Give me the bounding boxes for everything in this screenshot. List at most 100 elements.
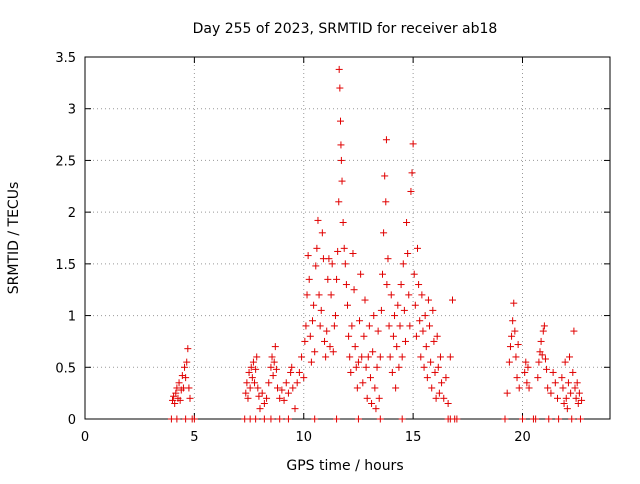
data-point xyxy=(430,337,438,345)
data-point xyxy=(253,353,261,361)
data-point xyxy=(519,415,526,423)
data-point xyxy=(337,156,345,164)
data-point xyxy=(329,348,337,356)
data-point xyxy=(568,415,576,423)
data-point xyxy=(555,415,563,423)
data-point xyxy=(374,327,382,335)
data-point xyxy=(416,317,424,325)
data-point xyxy=(373,363,381,371)
data-point xyxy=(300,374,308,382)
data-point xyxy=(503,389,511,397)
data-point xyxy=(344,301,351,309)
data-point xyxy=(190,415,198,423)
data-point xyxy=(444,399,452,407)
data-point xyxy=(563,405,571,413)
data-point xyxy=(265,379,273,387)
data-point xyxy=(440,394,448,402)
data-point xyxy=(249,358,257,366)
data-point xyxy=(410,270,418,278)
data-point xyxy=(406,322,414,330)
data-point xyxy=(438,379,446,387)
data-point xyxy=(271,343,279,351)
data-point xyxy=(554,394,561,402)
data-point xyxy=(427,358,435,366)
data-point xyxy=(268,353,276,361)
data-point xyxy=(342,281,350,289)
data-point xyxy=(411,301,419,309)
data-point xyxy=(424,296,432,304)
data-point xyxy=(405,291,413,299)
data-point xyxy=(171,399,179,407)
data-point xyxy=(371,384,379,392)
data-point xyxy=(417,353,425,361)
data-point xyxy=(361,296,369,304)
data-point xyxy=(398,353,406,361)
data-point xyxy=(574,399,582,407)
data-point xyxy=(317,306,325,314)
data-point xyxy=(330,322,338,330)
data-point xyxy=(431,368,439,376)
data-point xyxy=(269,372,277,380)
data-point xyxy=(381,172,389,180)
data-point xyxy=(549,368,557,376)
data-point xyxy=(404,250,412,258)
data-point xyxy=(278,386,286,394)
data-point xyxy=(387,291,395,299)
data-point xyxy=(558,374,566,382)
data-point xyxy=(315,291,323,299)
data-point xyxy=(173,415,181,423)
data-point xyxy=(267,363,275,371)
data-point xyxy=(566,353,574,361)
data-point xyxy=(560,399,568,407)
data-point xyxy=(260,399,268,407)
data-point xyxy=(357,270,365,278)
data-point xyxy=(184,345,192,353)
data-point xyxy=(245,368,253,376)
data-point xyxy=(335,198,343,206)
data-point xyxy=(311,415,319,423)
data-point xyxy=(511,327,519,335)
data-point xyxy=(321,337,329,345)
data-point xyxy=(353,384,361,392)
data-point xyxy=(407,187,415,195)
data-point xyxy=(414,244,421,252)
data-point xyxy=(327,291,335,299)
data-point xyxy=(301,337,309,345)
y-tick-label: 2 xyxy=(68,206,76,221)
data-point xyxy=(318,229,326,237)
data-point xyxy=(369,348,377,356)
y-tick-label: 1 xyxy=(68,310,76,325)
data-point xyxy=(392,384,400,392)
data-point xyxy=(345,332,353,340)
data-point xyxy=(352,363,360,371)
data-point xyxy=(408,169,416,177)
data-point xyxy=(267,415,275,423)
data-point xyxy=(535,358,543,366)
data-point xyxy=(303,291,311,299)
data-point xyxy=(254,384,262,392)
data-point xyxy=(547,389,555,397)
data-point xyxy=(274,384,281,392)
data-point xyxy=(418,291,426,299)
data-point xyxy=(578,396,586,404)
data-point xyxy=(380,229,388,237)
x-tick-label: 5 xyxy=(190,430,198,445)
data-point xyxy=(284,389,292,397)
grid-layer xyxy=(85,57,610,419)
x-tick-label: 20 xyxy=(514,430,531,445)
data-point xyxy=(313,244,321,252)
data-point xyxy=(323,327,331,335)
data-point xyxy=(510,299,518,307)
data-point xyxy=(182,415,190,423)
data-point xyxy=(412,332,420,340)
data-point xyxy=(506,343,514,351)
data-point xyxy=(284,415,292,423)
data-point xyxy=(545,415,553,423)
data-point xyxy=(396,322,404,330)
data-point xyxy=(551,379,559,387)
data-point xyxy=(172,389,180,397)
data-point xyxy=(288,363,296,371)
data-point xyxy=(338,177,346,185)
data-point xyxy=(354,358,362,366)
data-point xyxy=(562,394,570,402)
